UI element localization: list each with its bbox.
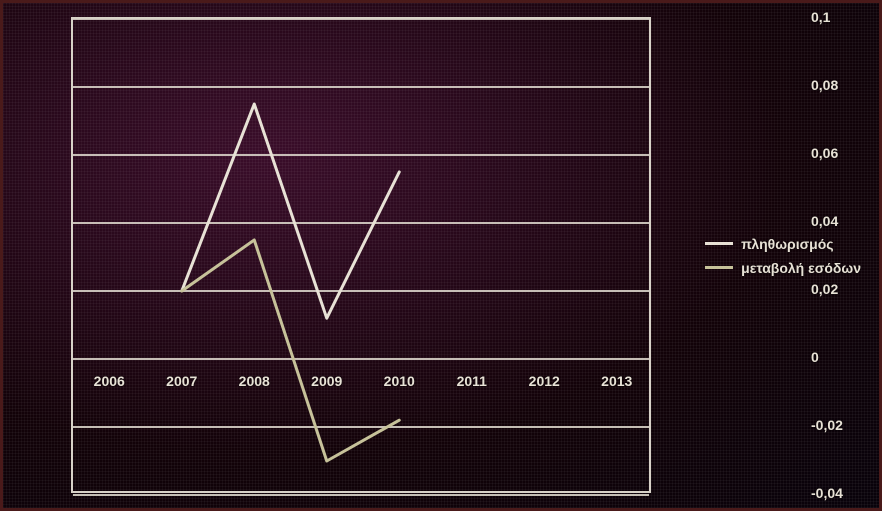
legend-item-1: μεταβολή εσόδων: [705, 260, 861, 276]
legend-swatch-0: [705, 242, 733, 245]
chart-root: 0,10,080,060,040,020-0,02-0,04 200620072…: [0, 0, 882, 511]
y-tick-label: -0,02: [811, 417, 873, 433]
y-tick-label: 0,1: [811, 9, 873, 25]
series-line-1: [182, 240, 400, 461]
y-tick-label: 0: [811, 349, 873, 365]
series-line-0: [182, 104, 400, 318]
legend-label-0: πληθωρισμός: [741, 236, 833, 252]
y-tick-label: 0,08: [811, 77, 873, 93]
legend-item-0: πληθωρισμός: [705, 236, 861, 252]
legend: πληθωρισμός μεταβολή εσόδων: [705, 228, 861, 284]
y-tick-label: -0,04: [811, 485, 873, 501]
legend-swatch-1: [705, 266, 733, 269]
plot-area: 20062007200820092010201120122013: [71, 17, 651, 493]
legend-label-1: μεταβολή εσόδων: [741, 260, 861, 276]
y-tick-label: 0,06: [811, 145, 873, 161]
line-series: [73, 19, 653, 495]
